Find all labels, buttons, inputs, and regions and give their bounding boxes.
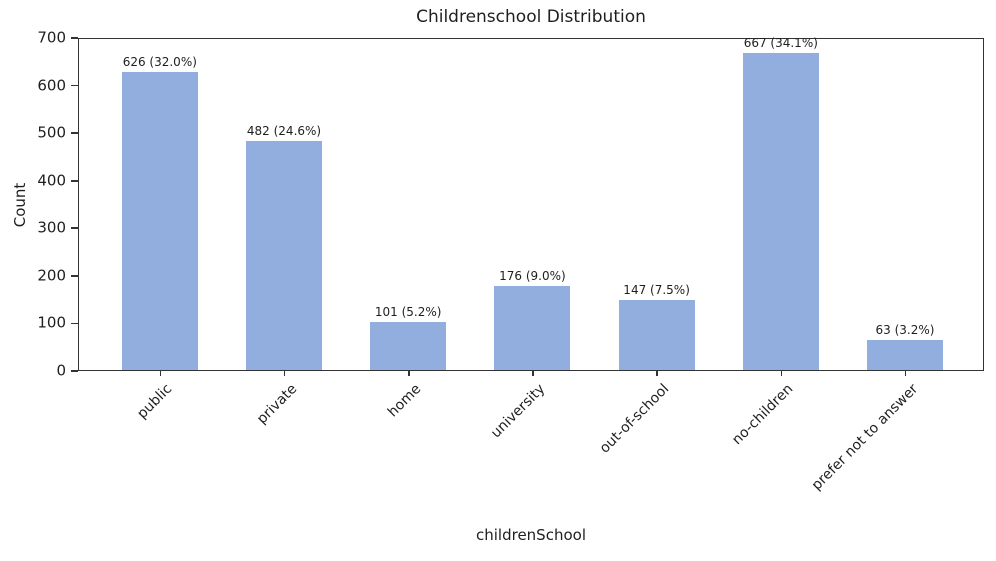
x-tick-mark bbox=[780, 371, 783, 376]
bar bbox=[121, 72, 198, 370]
y-tick-label: 100 bbox=[37, 313, 66, 332]
bar-value-label: 667 (34.1%) bbox=[743, 35, 818, 50]
bar-value-label: 63 (3.2%) bbox=[875, 323, 935, 338]
x-tick-label: no-children bbox=[729, 381, 797, 449]
y-tick-label: 200 bbox=[37, 266, 66, 285]
x-tick-label: public bbox=[134, 381, 176, 423]
y-tick-mark bbox=[71, 370, 78, 372]
bar bbox=[742, 52, 819, 370]
x-tick-mark bbox=[283, 371, 286, 376]
chart-title: Childrenschool Distribution bbox=[416, 7, 646, 27]
x-tick-label: prefer not to answer bbox=[808, 381, 921, 494]
bar bbox=[370, 321, 447, 370]
x-tick-mark bbox=[656, 371, 658, 376]
bar-value-label: 176 (9.0%) bbox=[499, 269, 566, 284]
y-tick-label: 600 bbox=[37, 76, 66, 95]
bar bbox=[867, 340, 943, 370]
x-tick-mark bbox=[904, 371, 907, 376]
bar-value-label: 147 (7.5%) bbox=[623, 283, 690, 298]
y-tick-label: 500 bbox=[37, 123, 66, 142]
y-tick-label: 300 bbox=[37, 218, 66, 237]
y-tick-mark bbox=[71, 179, 78, 182]
y-tick-label: 700 bbox=[37, 28, 66, 47]
bar-value-label: 626 (32.0%) bbox=[122, 55, 197, 70]
x-tick-mark bbox=[408, 371, 410, 376]
x-tick-mark bbox=[532, 371, 534, 376]
y-tick-mark bbox=[71, 275, 78, 277]
x-tick-mark bbox=[159, 371, 162, 376]
x-tick-label: out-of-school bbox=[596, 381, 673, 457]
y-tick-mark bbox=[71, 132, 78, 134]
y-tick-label: 400 bbox=[37, 171, 66, 190]
x-tick-label: university bbox=[488, 381, 549, 442]
y-tick-mark bbox=[71, 37, 78, 39]
x-tick-label: home bbox=[384, 381, 425, 421]
bar bbox=[246, 140, 322, 370]
bar-value-label: 101 (5.2%) bbox=[374, 304, 442, 319]
y-tick-mark bbox=[71, 227, 78, 230]
plot-area: 626 (32.0%) 482 (24.6%) 101 (5.2%) 176 (9.0… bbox=[78, 35, 984, 371]
bar bbox=[494, 286, 571, 370]
bar-value-label: 482 (24.6%) bbox=[246, 123, 322, 138]
bar bbox=[618, 300, 695, 370]
x-tick-label: private bbox=[253, 381, 300, 428]
x-axis-label: childrenSchool bbox=[476, 526, 586, 544]
y-tick-mark bbox=[71, 84, 78, 87]
y-tick-label: 0 bbox=[56, 361, 66, 380]
y-tick-mark bbox=[71, 322, 78, 325]
